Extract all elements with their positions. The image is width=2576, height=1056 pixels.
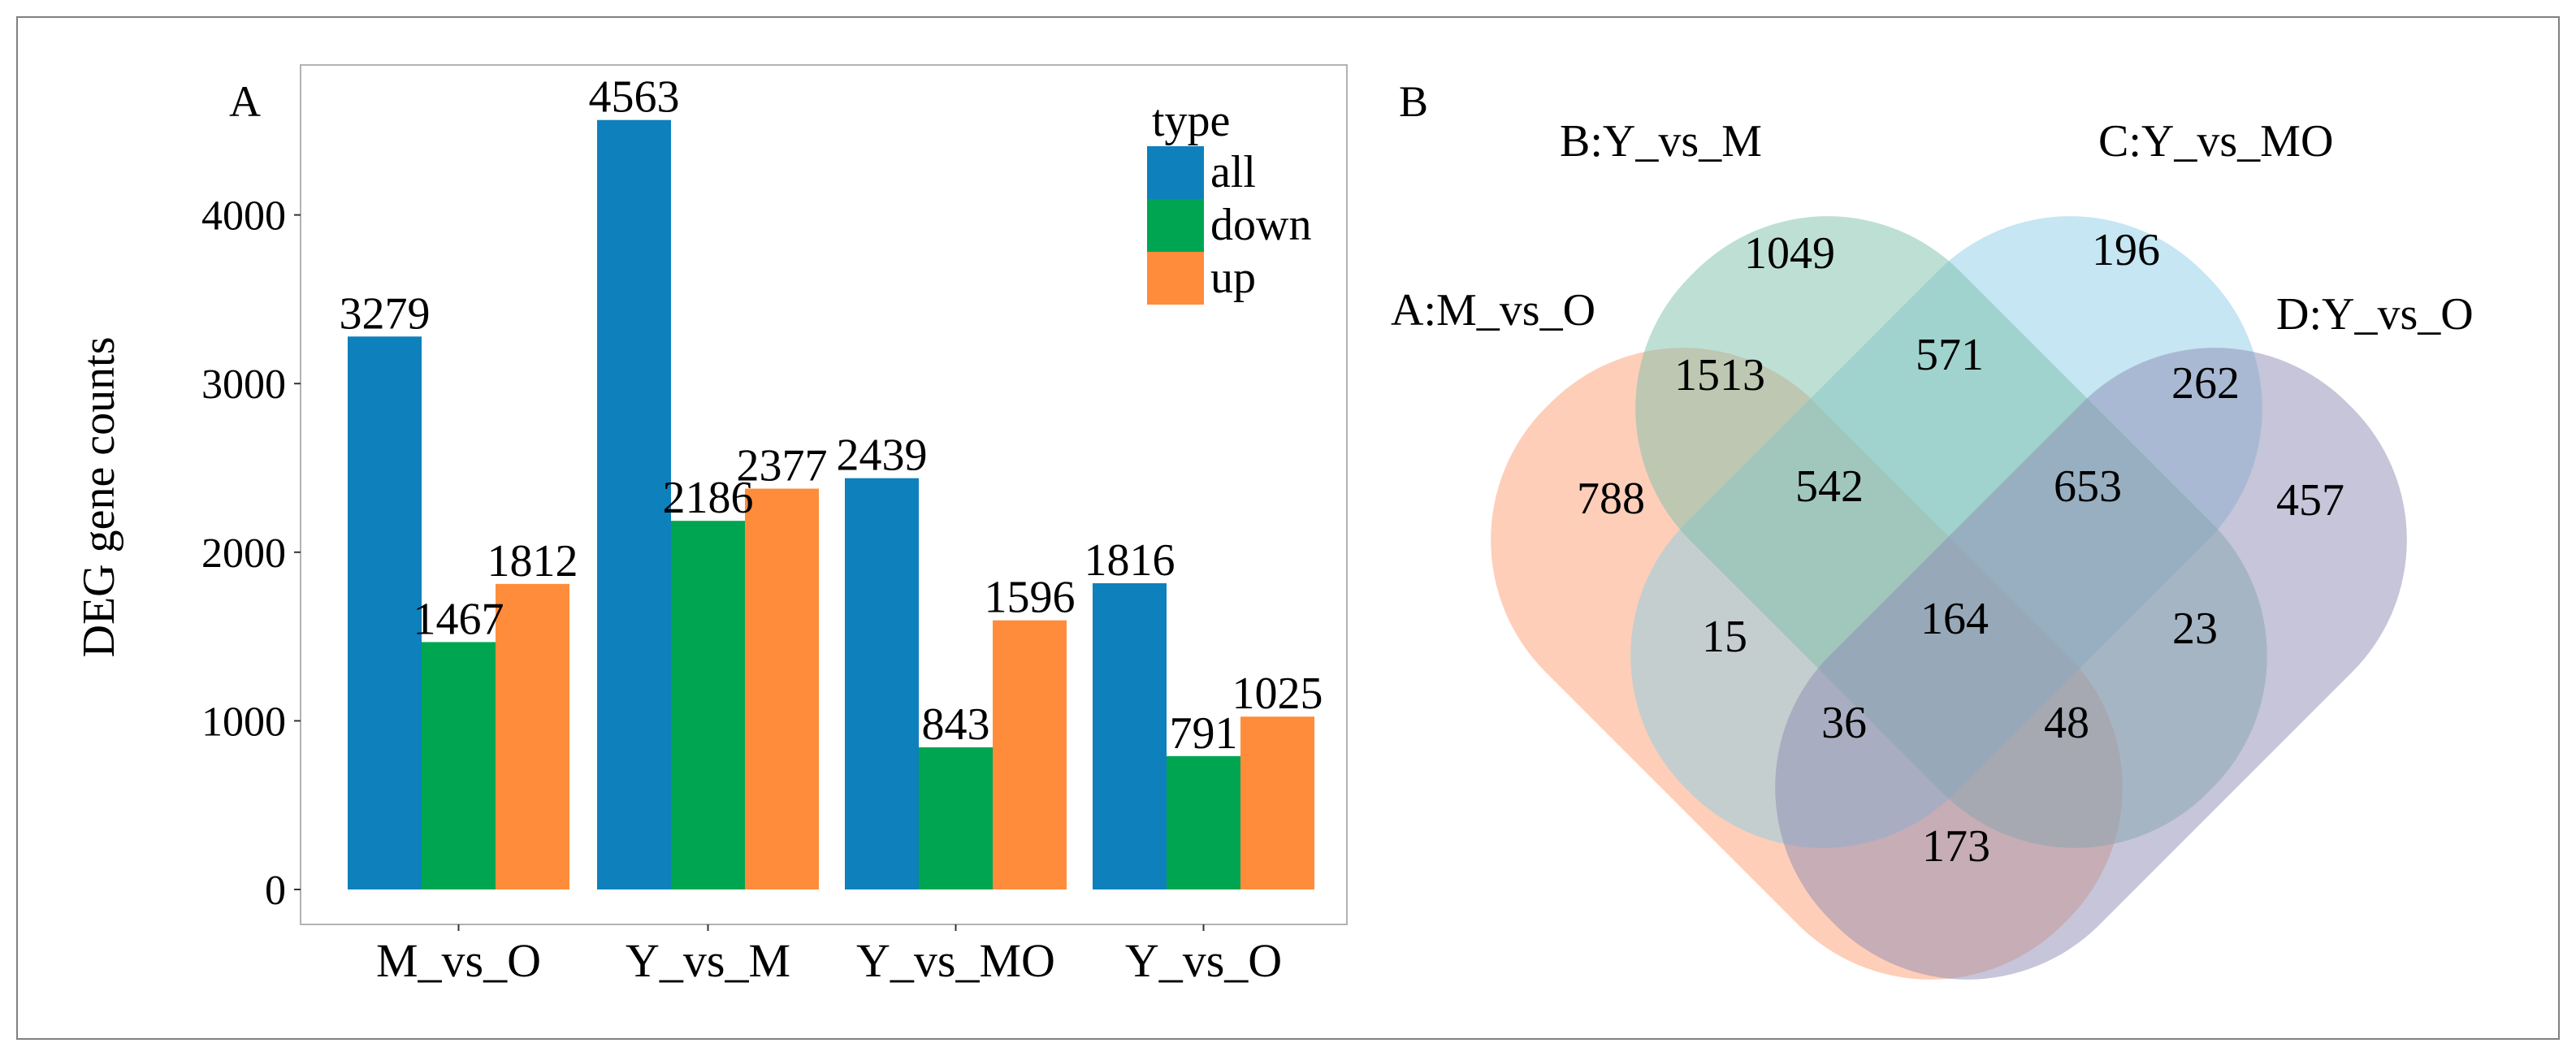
y-tick-label: 4000: [201, 193, 286, 240]
legend-swatch-all: [1147, 146, 1204, 199]
bar-down-Y_vs_O: [1167, 755, 1240, 889]
venn-region-AB: 1513: [1674, 350, 1765, 400]
bar-up-Y_vs_O: [1240, 716, 1314, 889]
bar-value-label: 2186: [663, 473, 754, 523]
legend-swatch-up: [1147, 252, 1204, 305]
bar-value-label: 1467: [413, 594, 504, 644]
bar-all-Y_vs_O: [1093, 582, 1167, 889]
bar-value-label: 3279: [340, 288, 431, 339]
bar-all-M_vs_O: [348, 336, 422, 889]
legend-label-all: all: [1210, 147, 1256, 197]
venn-region-AD: 173: [1922, 821, 1990, 872]
venn-region-AC: 15: [1702, 612, 1747, 662]
venn-set-D: [1775, 348, 2407, 980]
venn-region-ABC: 542: [1795, 461, 1864, 512]
venn-region-BC: 571: [1916, 330, 1984, 380]
bar-down-M_vs_O: [422, 642, 496, 889]
bar-value-label: 1816: [1085, 535, 1175, 586]
x-tick-label: Y_vs_M: [626, 934, 790, 987]
bar-value-label: 843: [922, 699, 990, 750]
venn-diagram-panel: B A:M_vs_O B:Y_vs_M C:Y_vs_MO D:Y_vs_O 788 1…: [1391, 77, 2474, 980]
legend-title: type: [1152, 96, 1230, 146]
x-tick-label: Y_vs_O: [1125, 934, 1282, 987]
venn-set-label-A: A:M_vs_O: [1391, 285, 1595, 335]
venn-set-label-D: D:Y_vs_O: [2276, 289, 2474, 340]
venn-region-B: 1049: [1744, 228, 1835, 279]
y-tick-label: 2000: [201, 530, 286, 577]
bar-value-label: 1812: [487, 536, 578, 586]
bar-down-Y_vs_M: [671, 521, 745, 889]
venn-region-D: 457: [2276, 475, 2344, 526]
bar-chart-panel: A DEG gene counts 0 1000 2000 3000 4000 3279…: [74, 64, 1348, 987]
venn-region-A: 788: [1577, 474, 1645, 524]
venn-region-BCD: 653: [2054, 461, 2122, 512]
venn-region-C: 196: [2092, 225, 2160, 275]
venn-set-label-B: B:Y_vs_M: [1560, 116, 1762, 167]
bar-value-label: 2377: [737, 441, 828, 491]
bar-value-label: 791: [1170, 708, 1238, 759]
venn-set-label-C: C:Y_vs_MO: [2098, 116, 2333, 167]
panel-label-b: B: [1399, 77, 1428, 126]
venn-ellipse-D: [1775, 348, 2407, 980]
venn-region-ABD: 48: [2044, 698, 2089, 748]
bar-value-label: 1596: [985, 573, 1076, 623]
panel-label-a: A: [229, 77, 261, 126]
legend-swatch-down: [1147, 199, 1204, 252]
bar-all-Y_vs_M: [597, 119, 671, 890]
venn-region-BD: 23: [2172, 604, 2218, 654]
y-tick-label: 3000: [201, 361, 286, 408]
bar-all-Y_vs_MO: [845, 478, 919, 889]
legend-label-up: up: [1210, 253, 1256, 303]
y-axis-label: DEG gene counts: [74, 336, 124, 657]
venn-region-ACD: 36: [1821, 698, 1867, 748]
bar-value-label: 4563: [589, 72, 680, 123]
bar-up-Y_vs_MO: [993, 620, 1067, 889]
bar-value-label: 1025: [1232, 669, 1323, 719]
bar-up-M_vs_O: [496, 583, 569, 889]
venn-region-CD: 262: [2171, 358, 2240, 409]
legend-label-down: down: [1210, 200, 1311, 250]
figure-frame: [16, 16, 2560, 1040]
bar-value-label: 2439: [837, 431, 928, 481]
y-tick-label: 0: [265, 868, 286, 914]
bar-up-Y_vs_M: [745, 488, 819, 889]
y-tick-label: 1000: [201, 699, 286, 745]
x-tick-label: M_vs_O: [376, 934, 541, 987]
bar-down-Y_vs_MO: [919, 747, 993, 889]
venn-region-ABCD: 164: [1920, 594, 1989, 644]
x-tick-label: Y_vs_MO: [856, 934, 1055, 987]
